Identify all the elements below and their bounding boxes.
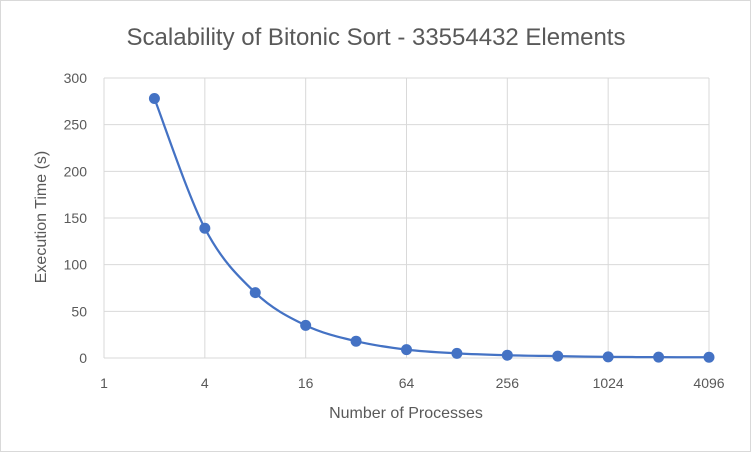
data-point (703, 351, 715, 363)
x-tick-label: 4 (201, 375, 209, 391)
data-point (653, 351, 665, 363)
x-axis-ticks: 1 4 16 64 256 1024 4096 (100, 375, 725, 391)
y-tick-label: 200 (64, 163, 88, 179)
x-tick-label: 16 (298, 375, 314, 391)
data-point (451, 347, 463, 359)
y-tick-label: 50 (71, 303, 87, 319)
series-points (148, 93, 715, 363)
y-tick-label: 100 (64, 257, 88, 273)
data-point (199, 222, 211, 234)
x-tick-label: 4096 (693, 375, 724, 391)
x-tick-label: 256 (496, 375, 520, 391)
x-axis-title: Number of Processes (329, 405, 483, 422)
x-tick-label: 1024 (593, 375, 624, 391)
y-tick-label: 0 (79, 350, 87, 366)
series-line (153, 98, 710, 359)
data-point (300, 319, 312, 331)
y-axis-title: Execution Time (s) (33, 151, 50, 283)
y-tick-label: 150 (64, 210, 88, 226)
y-axis-ticks: 0 50 100 150 200 250 300 (64, 70, 88, 366)
data-point (249, 287, 261, 299)
data-point (401, 344, 412, 356)
chart-title: Scalability of Bitonic Sort - 33554432 E… (127, 24, 626, 51)
data-point (501, 349, 513, 361)
y-tick-label: 300 (64, 70, 88, 86)
data-point (350, 335, 362, 347)
x-tick-label: 1 (100, 375, 108, 391)
data-point (148, 93, 160, 105)
data-point (602, 351, 614, 363)
y-tick-label: 250 (64, 117, 88, 133)
gridlines (103, 77, 710, 359)
x-tick-label: 64 (399, 375, 415, 391)
data-point (552, 350, 564, 362)
